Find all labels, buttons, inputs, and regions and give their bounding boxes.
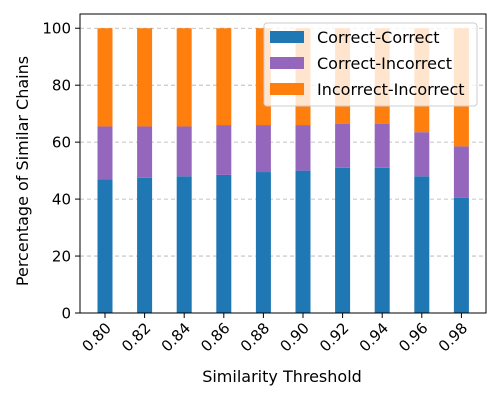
bar-correct-incorrect-0.82 — [137, 126, 153, 178]
x-tick-label: 0.98 — [435, 319, 471, 355]
axes-layer — [79, 13, 487, 314]
bar-correct-correct-0.92 — [335, 167, 351, 313]
bar-correct-correct-0.86 — [216, 174, 232, 313]
bar-correct-incorrect-0.84 — [176, 126, 192, 177]
legend-swatch-incorrect-incorrect — [270, 83, 304, 95]
y-tick-label: 0 — [61, 305, 71, 323]
bar-correct-incorrect-0.90 — [295, 125, 311, 171]
bar-correct-incorrect-0.88 — [255, 125, 271, 173]
bar-incorrect-incorrect-0.84 — [176, 28, 192, 127]
bar-correct-incorrect-0.94 — [374, 123, 390, 168]
bar-correct-correct-0.80 — [97, 179, 113, 313]
bar-correct-correct-0.82 — [137, 177, 153, 313]
y-axis-label: Percentage of Similar Chains — [13, 56, 32, 286]
y-tick-label: 20 — [52, 248, 71, 266]
plot-frame — [79, 13, 487, 314]
x-tick-label: 0.90 — [276, 319, 312, 355]
bar-correct-correct-0.84 — [176, 176, 192, 313]
bar-incorrect-incorrect-0.80 — [97, 28, 113, 127]
bar-correct-incorrect-0.92 — [335, 123, 351, 168]
legend-label-correct-incorrect: Correct-Incorrect — [317, 54, 452, 73]
bar-correct-incorrect-0.96 — [414, 132, 430, 177]
bar-correct-correct-0.98 — [453, 197, 469, 313]
y-tick-label: 80 — [52, 77, 71, 95]
x-tick-label: 0.84 — [158, 319, 194, 355]
legend: Correct-Correct Correct-Incorrect Incorrec… — [263, 22, 478, 107]
legend-swatch-correct-correct — [270, 31, 304, 43]
x-tick-label: 0.96 — [395, 319, 431, 355]
bar-correct-correct-0.88 — [255, 172, 271, 313]
legend-box — [263, 22, 478, 107]
x-tick-label: 0.80 — [78, 319, 114, 355]
bar-correct-correct-0.96 — [414, 176, 430, 313]
x-tick-label: 0.92 — [316, 319, 352, 355]
bar-correct-correct-0.94 — [374, 167, 390, 313]
x-tick-label: 0.94 — [356, 319, 392, 355]
y-tick-label: 100 — [42, 20, 71, 38]
x-tick-label: 0.82 — [118, 319, 154, 355]
x-tick-label: 0.88 — [237, 319, 273, 355]
legend-label-correct-correct: Correct-Correct — [317, 28, 440, 47]
bar-correct-incorrect-0.98 — [453, 146, 469, 198]
legend-label-incorrect-incorrect: Incorrect-Incorrect — [317, 80, 465, 99]
y-tick-label: 40 — [52, 191, 71, 209]
bar-incorrect-incorrect-0.86 — [216, 28, 232, 126]
x-axis-label: Similarity Threshold — [202, 367, 362, 386]
bar-correct-correct-0.90 — [295, 170, 311, 313]
bar-correct-incorrect-0.86 — [216, 125, 232, 175]
bar-incorrect-incorrect-0.82 — [137, 28, 153, 127]
legend-swatch-correct-incorrect — [270, 57, 304, 69]
y-tick-label: 60 — [52, 134, 71, 152]
bar-correct-incorrect-0.80 — [97, 126, 113, 180]
x-tick-label: 0.86 — [197, 319, 233, 355]
